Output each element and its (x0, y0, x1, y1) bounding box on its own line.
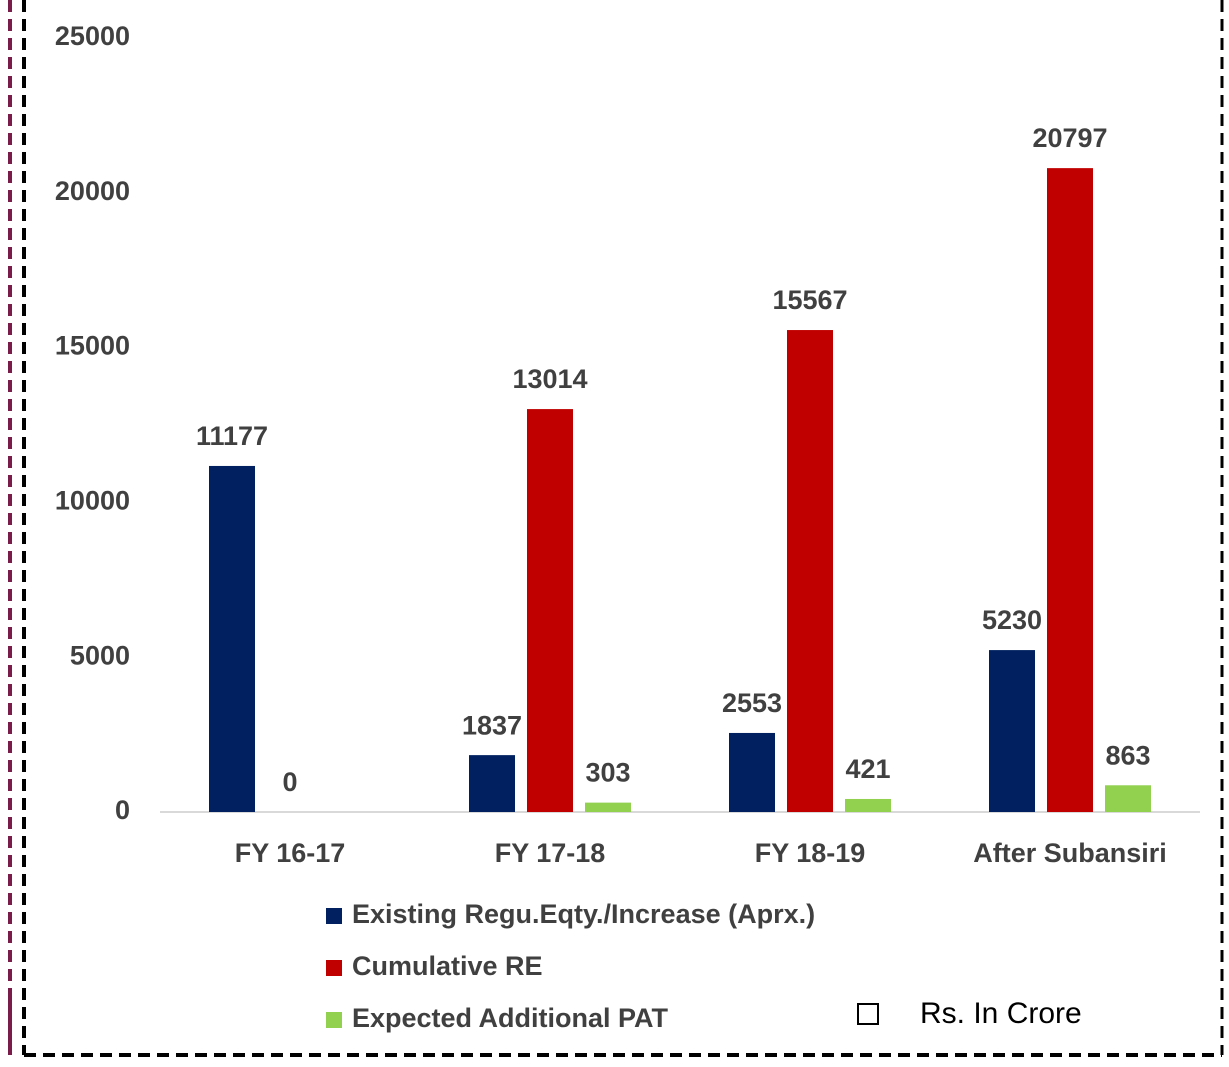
y-tick-label: 20000 (55, 176, 130, 206)
legend-label: Existing Regu.Eqty./Increase (Aprx.) (352, 899, 815, 929)
y-tick-label: 0 (115, 795, 130, 825)
legend-swatch (326, 908, 342, 924)
y-tick-label: 15000 (55, 331, 130, 361)
note: Rs. In Crore (920, 997, 1082, 1030)
x-tick-label: FY 17-18 (495, 838, 606, 868)
bar (729, 732, 775, 812)
bar (1047, 168, 1093, 812)
x-tick-label: FY 18-19 (755, 838, 866, 868)
legend-label: Expected Additional PAT (352, 1003, 669, 1033)
bar (469, 755, 515, 812)
x-tick-label: FY 16-17 (235, 838, 346, 868)
legend-label: Cumulative RE (352, 951, 543, 981)
data-label: 15567 (772, 285, 847, 315)
x-tick-label: After Subansiri (973, 838, 1167, 868)
data-label: 0 (282, 767, 297, 797)
legend-swatch (326, 1012, 342, 1028)
y-tick-label: 25000 (55, 21, 130, 51)
data-label: 5230 (982, 605, 1042, 635)
data-label: 421 (845, 754, 890, 784)
data-label: 863 (1105, 740, 1150, 770)
data-label: 11177 (196, 421, 268, 451)
bar (787, 330, 833, 812)
legend-swatch (326, 960, 342, 976)
note-box (857, 1003, 879, 1025)
bar (585, 802, 631, 812)
bar (845, 798, 891, 812)
data-label: 13014 (512, 364, 587, 394)
bar (527, 409, 573, 812)
bar (989, 650, 1035, 812)
y-tick-label: 10000 (55, 486, 130, 516)
y-tick-label: 5000 (70, 640, 130, 670)
bar (209, 465, 255, 812)
bar (1105, 785, 1151, 812)
data-label: 1837 (462, 710, 522, 740)
data-label: 20797 (1032, 123, 1107, 153)
data-label: 303 (585, 758, 630, 788)
data-label: 2553 (722, 688, 782, 718)
